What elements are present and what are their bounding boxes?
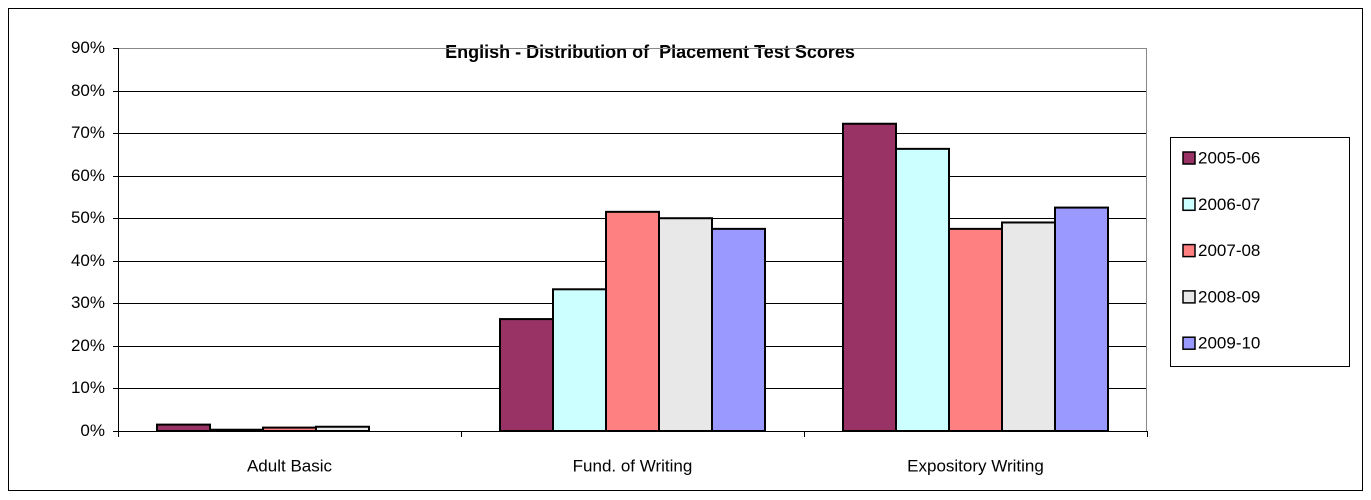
y-tick-label: 30% [71, 293, 105, 312]
bar [156, 423, 211, 433]
legend-label: 2009-10 [1198, 334, 1260, 353]
bar [1001, 221, 1056, 432]
x-tick-label: Fund. of Writing [573, 456, 693, 475]
y-tick-label: 10% [71, 378, 105, 397]
bar [605, 210, 660, 432]
y-tick-label: 50% [71, 208, 105, 227]
bar [842, 122, 897, 432]
legend-label: 2006-07 [1198, 195, 1260, 214]
chart-title: English - Distribution of Placement Test… [445, 42, 855, 62]
bar [658, 217, 713, 432]
y-tick-label: 70% [71, 123, 105, 142]
bar [315, 425, 370, 433]
bar [948, 227, 1003, 432]
legend-label: 2005-06 [1198, 148, 1260, 167]
legend-box [1170, 137, 1350, 367]
x-tick-label: Adult Basic [247, 456, 333, 475]
legend-label: 2008-09 [1198, 287, 1260, 306]
legend-swatch [1182, 243, 1196, 258]
legend-label: 2007-08 [1198, 241, 1260, 260]
y-tick-label: 60% [71, 166, 105, 185]
bar [552, 288, 607, 433]
bar [209, 428, 264, 432]
legend-swatch [1182, 336, 1196, 350]
bar [895, 147, 950, 433]
y-tick-label: 90% [71, 38, 105, 57]
y-tick-label: 80% [71, 81, 105, 100]
bar [1054, 206, 1109, 432]
legend-swatch [1182, 197, 1196, 212]
y-tick-label: 20% [71, 336, 105, 355]
x-tick-label: Expository Writing [907, 456, 1044, 475]
y-tick-label: 40% [71, 251, 105, 270]
y-tick-label: 0% [80, 421, 105, 440]
bar [262, 426, 317, 432]
legend-swatch [1182, 151, 1196, 165]
bar [711, 227, 766, 432]
legend-swatch [1182, 290, 1196, 304]
bar [499, 318, 554, 432]
